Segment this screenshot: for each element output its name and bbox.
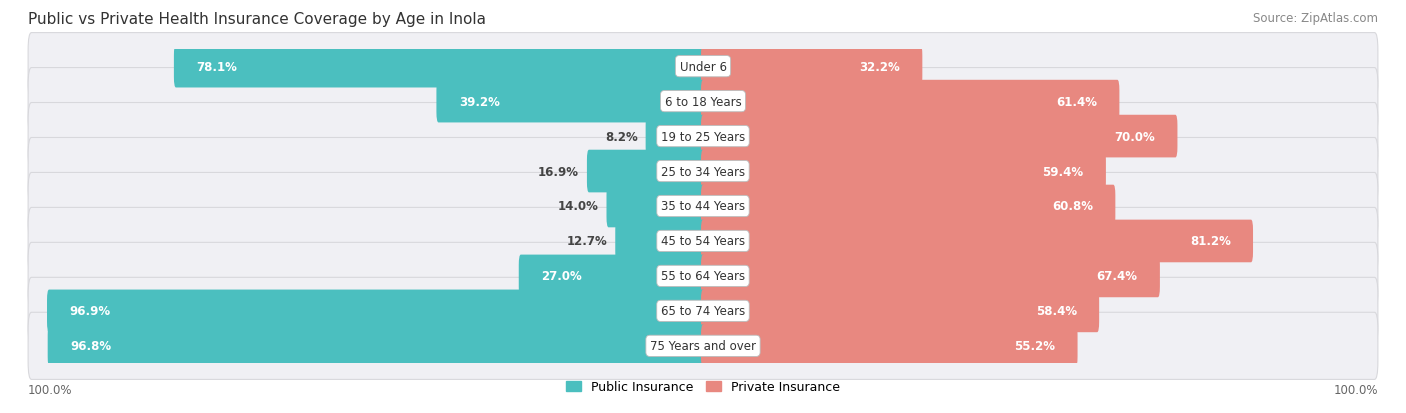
FancyBboxPatch shape bbox=[606, 185, 704, 228]
FancyBboxPatch shape bbox=[174, 46, 704, 88]
FancyBboxPatch shape bbox=[28, 103, 1378, 170]
Text: 100.0%: 100.0% bbox=[28, 384, 73, 396]
Text: 39.2%: 39.2% bbox=[458, 95, 499, 108]
FancyBboxPatch shape bbox=[702, 150, 1107, 193]
Text: 55.2%: 55.2% bbox=[1014, 339, 1056, 352]
FancyBboxPatch shape bbox=[702, 46, 922, 88]
FancyBboxPatch shape bbox=[28, 313, 1378, 380]
FancyBboxPatch shape bbox=[702, 255, 1160, 297]
Text: 81.2%: 81.2% bbox=[1189, 235, 1230, 248]
FancyBboxPatch shape bbox=[28, 69, 1378, 135]
FancyBboxPatch shape bbox=[702, 325, 1077, 367]
FancyBboxPatch shape bbox=[616, 220, 704, 263]
Text: 59.4%: 59.4% bbox=[1042, 165, 1084, 178]
Text: 100.0%: 100.0% bbox=[1333, 384, 1378, 396]
Text: Source: ZipAtlas.com: Source: ZipAtlas.com bbox=[1253, 12, 1378, 25]
Text: 75 Years and over: 75 Years and over bbox=[650, 339, 756, 352]
Text: Public vs Private Health Insurance Coverage by Age in Inola: Public vs Private Health Insurance Cover… bbox=[28, 12, 486, 27]
FancyBboxPatch shape bbox=[28, 173, 1378, 240]
Text: Under 6: Under 6 bbox=[679, 61, 727, 74]
Text: 65 to 74 Years: 65 to 74 Years bbox=[661, 305, 745, 318]
Text: 55 to 64 Years: 55 to 64 Years bbox=[661, 270, 745, 283]
FancyBboxPatch shape bbox=[519, 255, 704, 297]
Legend: Public Insurance, Private Insurance: Public Insurance, Private Insurance bbox=[561, 375, 845, 398]
Text: 6 to 18 Years: 6 to 18 Years bbox=[665, 95, 741, 108]
Text: 58.4%: 58.4% bbox=[1036, 305, 1077, 318]
Text: 12.7%: 12.7% bbox=[567, 235, 607, 248]
FancyBboxPatch shape bbox=[702, 81, 1119, 123]
Text: 45 to 54 Years: 45 to 54 Years bbox=[661, 235, 745, 248]
Text: 96.9%: 96.9% bbox=[69, 305, 111, 318]
Text: 27.0%: 27.0% bbox=[541, 270, 582, 283]
Text: 70.0%: 70.0% bbox=[1115, 130, 1156, 143]
FancyBboxPatch shape bbox=[436, 81, 704, 123]
Text: 14.0%: 14.0% bbox=[558, 200, 599, 213]
FancyBboxPatch shape bbox=[702, 185, 1115, 228]
FancyBboxPatch shape bbox=[586, 150, 704, 193]
Text: 8.2%: 8.2% bbox=[605, 130, 637, 143]
FancyBboxPatch shape bbox=[46, 290, 704, 332]
Text: 35 to 44 Years: 35 to 44 Years bbox=[661, 200, 745, 213]
FancyBboxPatch shape bbox=[702, 116, 1177, 158]
FancyBboxPatch shape bbox=[645, 116, 704, 158]
Text: 78.1%: 78.1% bbox=[197, 61, 238, 74]
FancyBboxPatch shape bbox=[28, 278, 1378, 344]
FancyBboxPatch shape bbox=[28, 243, 1378, 310]
FancyBboxPatch shape bbox=[48, 325, 704, 367]
Text: 19 to 25 Years: 19 to 25 Years bbox=[661, 130, 745, 143]
Text: 96.8%: 96.8% bbox=[70, 339, 111, 352]
Text: 32.2%: 32.2% bbox=[859, 61, 900, 74]
FancyBboxPatch shape bbox=[702, 290, 1099, 332]
FancyBboxPatch shape bbox=[28, 138, 1378, 205]
FancyBboxPatch shape bbox=[702, 220, 1253, 263]
Text: 60.8%: 60.8% bbox=[1052, 200, 1092, 213]
Text: 67.4%: 67.4% bbox=[1097, 270, 1137, 283]
FancyBboxPatch shape bbox=[28, 208, 1378, 275]
Text: 61.4%: 61.4% bbox=[1056, 95, 1097, 108]
Text: 16.9%: 16.9% bbox=[538, 165, 579, 178]
Text: 25 to 34 Years: 25 to 34 Years bbox=[661, 165, 745, 178]
FancyBboxPatch shape bbox=[28, 33, 1378, 100]
